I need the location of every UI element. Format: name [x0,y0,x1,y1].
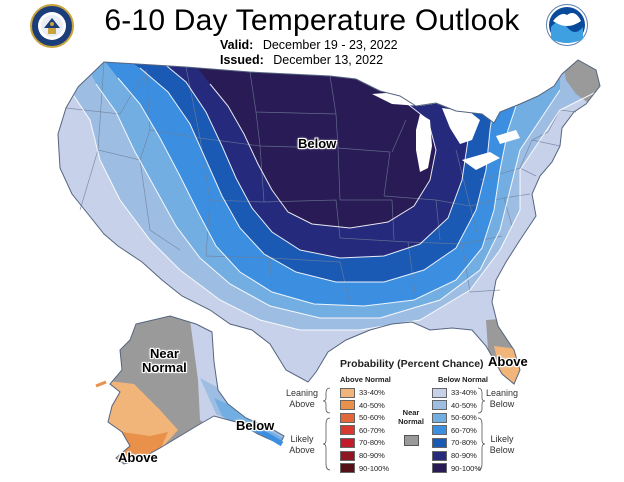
near-normal-line1: Near [402,408,420,417]
legend: Probability (Percent Chance) Above Norma… [282,358,522,480]
above-class-swatch [340,412,355,423]
below-class-label: 40-50% [451,400,477,410]
below-class-row: 70-80% [432,437,477,448]
map-title: 6-10 Day Temperature Outlook [104,4,520,37]
below-class-label: 33-40% [451,388,477,397]
below-class-row: 90-100% [432,463,481,474]
likely-above-label: Likely Above [282,434,322,456]
leaning-below-label: Leaning Below [482,388,522,410]
below-region-label: Below [298,136,337,151]
below-normal-header: Below Normal [438,375,489,384]
above-normal-header: Above Normal [340,375,391,384]
below-class-row: 40-50% [432,400,477,411]
above-class-label: 60-70% [359,425,385,435]
below-class-swatch [432,437,447,448]
above-alaska-label: Above [118,450,158,465]
above-class-swatch [340,437,355,448]
commerce-seal-icon [30,4,74,48]
above-class-row: 60-70% [340,425,385,436]
below-alaska-label: Below [236,418,275,433]
legend-title: Probability (Percent Chance) [340,358,484,370]
state-boundaries [65,61,577,305]
legend-brackets [322,387,486,471]
near-normal-swatch [404,435,419,446]
below-class-label: 70-80% [451,438,477,448]
leaning-above-line2: Above [289,399,315,409]
likely-below-label: Likely Below [482,434,522,456]
below-class-swatch [432,400,447,411]
great-lakes [372,92,520,172]
below-class-label: 90-100% [451,463,482,473]
above-class-label: 80-90% [359,451,385,460]
issued-value: December 13, 2022 [273,53,384,67]
likely-below-line2: Below [489,445,515,455]
valid-value: December 19 - 23, 2022 [262,38,398,52]
alaska-outline [107,315,285,465]
above-class-row: 90-100% [340,463,389,474]
below-class-swatch [432,425,447,436]
near-normal-alaska-label-1: Near [150,346,179,361]
above-class-label: 50-60% [359,413,385,423]
above-class-label: 40-50% [359,400,385,410]
noaa-logo-icon [546,4,588,46]
above-class-swatch [340,400,355,411]
above-class-row: 80-90% [340,450,385,461]
near-normal-line2: Normal [398,417,424,426]
above-class-swatch [340,425,355,436]
above-class-swatch [340,387,355,398]
above-class-row: 50-60% [340,412,385,423]
issued-label: Issued: [220,53,264,67]
below-class-label: 60-70% [451,425,477,435]
leaning-below-line1: Leaning [485,388,519,398]
near-normal-alaska-label-2: Normal [142,360,187,375]
above-class-label: 70-80% [359,438,385,448]
leaning-below-line2: Below [489,399,515,409]
below-class-row: 60-70% [432,425,477,436]
below-class-label: 80-90% [451,451,477,460]
below-class-swatch [432,387,447,398]
conus-outline [57,59,601,385]
issued-date: Issued: December 13, 2022 [220,53,383,67]
below-class-row: 33-40% [432,387,477,398]
valid-label: Valid: [220,38,254,52]
below-class-label: 50-60% [451,413,477,423]
leaning-above-label: Leaning Above [282,388,322,410]
above-class-row: 70-80% [340,437,385,448]
likely-above-line2: Above [289,445,315,455]
above-class-swatch [340,450,355,461]
below-class-swatch [432,412,447,423]
above-class-row: 40-50% [340,400,385,411]
above-class-label: 90-100% [359,463,390,473]
below-class-row: 80-90% [432,450,477,461]
above-class-label: 33-40% [359,388,385,397]
below-class-row: 50-60% [432,412,477,423]
above-class-row: 33-40% [340,387,385,398]
likely-below-line1: Likely [490,434,514,444]
valid-dates: Valid: December 19 - 23, 2022 [220,38,398,52]
alaska-island [95,380,107,388]
below-class-swatch [432,450,447,461]
leaning-above-line1: Leaning [285,388,319,398]
above-florida-label: Above [488,354,528,369]
likely-above-line1: Likely [290,434,314,444]
alaska-panhandle [243,423,284,447]
near-normal-legend-label: Near Normal [396,408,426,426]
above-class-swatch [340,463,355,474]
probability-contours [69,61,601,331]
below-class-swatch [432,463,447,474]
